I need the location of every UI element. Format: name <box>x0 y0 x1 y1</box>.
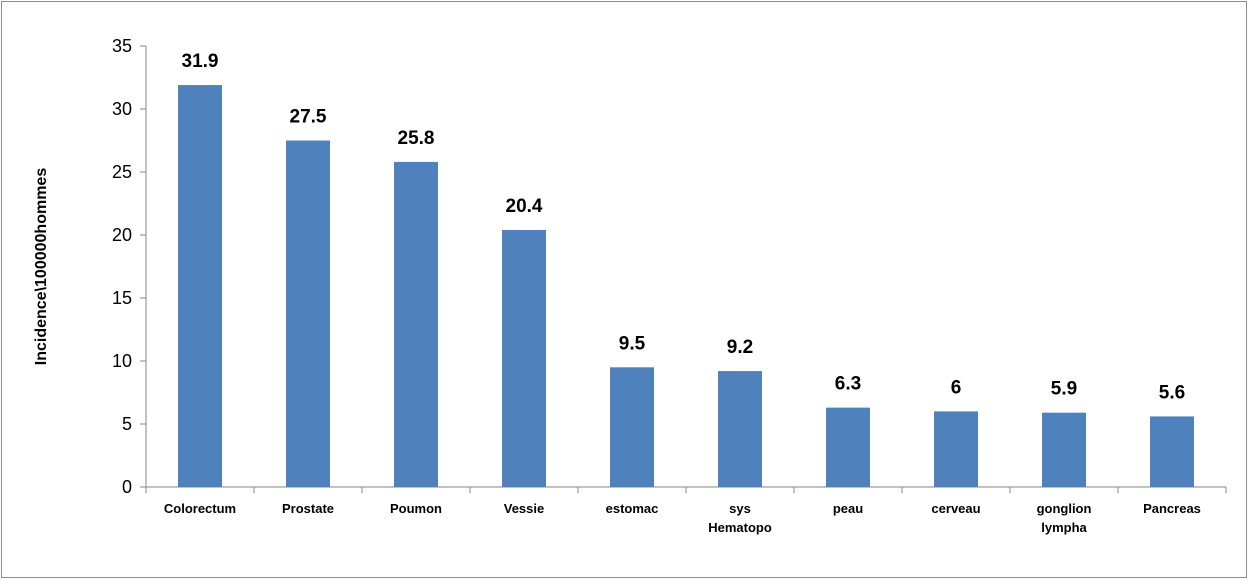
data-label: 6 <box>951 377 962 398</box>
y-tick-label: 0 <box>122 477 132 497</box>
x-tick-label: peau <box>833 501 863 516</box>
bar <box>826 407 870 487</box>
x-tick-label: Colorectum <box>164 501 236 516</box>
data-label: 5.6 <box>1159 382 1185 403</box>
data-label: 25.8 <box>398 128 435 149</box>
data-labels: 31.9 27.5 25.8 20.4 9.5 9.2 6.3 6 5.9 5.6 <box>182 51 1186 403</box>
y-tick-label: 15 <box>112 288 132 308</box>
x-tick-label: cerveau <box>931 501 980 516</box>
bar <box>718 371 762 487</box>
y-tick-label: 10 <box>112 351 132 371</box>
data-label: 20.4 <box>506 196 543 217</box>
bar <box>178 85 222 487</box>
x-tick-label: Hematopo <box>708 520 772 535</box>
x-tick-label: Pancreas <box>1143 501 1201 516</box>
y-tick-label: 20 <box>112 225 132 245</box>
bar <box>934 411 978 487</box>
bar <box>394 161 438 488</box>
data-label: 6.3 <box>835 374 861 395</box>
bar <box>286 140 330 487</box>
data-label: 9.2 <box>727 337 753 358</box>
bar <box>502 229 546 487</box>
x-tick-label: estomac <box>606 501 659 516</box>
x-tick-label: Poumon <box>390 501 442 516</box>
data-label: 5.9 <box>1051 379 1077 400</box>
bars <box>178 85 1194 488</box>
x-tick-label: Prostate <box>282 501 334 516</box>
y-tick-label: 5 <box>122 414 132 434</box>
bar <box>1042 412 1086 487</box>
y-axis-title: Incidence\100000hommes <box>33 168 50 366</box>
data-label: 27.5 <box>290 107 327 128</box>
x-tick-label: sys <box>729 501 751 516</box>
y-tick-label: 25 <box>112 162 132 182</box>
y-tick-label: 30 <box>112 99 132 119</box>
bar <box>1150 416 1194 487</box>
x-tick-label: lympha <box>1041 520 1087 535</box>
data-label: 31.9 <box>182 51 219 72</box>
x-axis: Colorectum Prostate Poumon Vessie estomac sys… <box>145 486 1227 535</box>
x-tick-label: gonglion <box>1037 501 1092 516</box>
y-tick-label: 35 <box>112 36 132 56</box>
y-axis: 0 5 10 15 20 25 30 35 <box>112 36 147 497</box>
bar <box>610 367 654 487</box>
data-label: 9.5 <box>619 333 646 354</box>
x-tick-label: Vessie <box>504 501 545 516</box>
